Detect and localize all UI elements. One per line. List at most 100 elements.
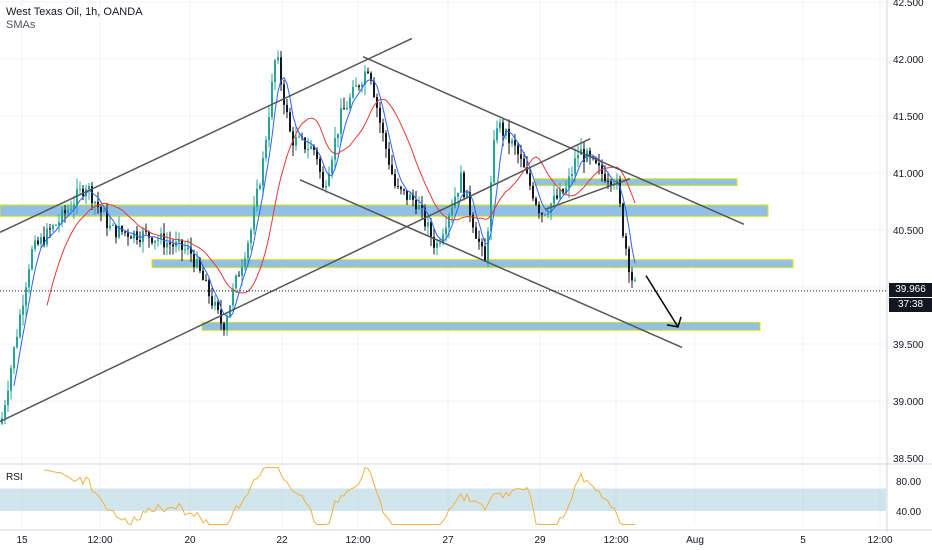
candle-body [40,237,42,245]
candle-body [622,203,624,237]
candle-body [514,140,516,146]
candle-body [457,192,459,197]
candle-body [148,231,150,238]
y-tick-label: 39.000 [893,397,924,408]
candle-body [331,159,333,174]
y-tick-label: 41.500 [893,112,924,123]
rsi-label: RSI [6,472,23,483]
chart-title: West Texas Oil, 1h, OANDA [6,6,143,18]
candle-body [10,368,12,391]
candle-body [418,205,420,210]
candle-body [133,231,135,239]
candle-body [511,140,513,144]
x-tick-label: Aug [686,535,704,546]
candle-body [157,239,159,241]
rsi-tick-label: 80.00 [896,477,921,488]
candle-body [259,185,261,189]
candle-body [94,201,96,204]
candle-body [523,158,525,168]
candle-body [433,237,435,248]
candle-body [73,204,75,210]
candle-body [199,258,201,271]
candle-body [355,85,357,87]
candle-body [382,122,384,134]
candle-body [25,287,27,306]
candle-body [286,104,288,113]
candle-body [304,137,306,150]
candle-body [364,71,366,85]
price-zone [534,178,738,187]
x-tick-label: 12:00 [345,535,370,546]
bar-countdown-tag: 37:38 [889,298,932,312]
candle-body [604,173,606,181]
candle-body [631,272,633,281]
candle-body [61,209,63,223]
candle-body [109,225,111,229]
candle-body [202,270,204,281]
candle-body [7,390,9,406]
candle-body [97,201,99,207]
candle-body [160,233,162,240]
x-tick-label: 29 [534,535,546,546]
candle-body [409,194,411,200]
candle-body [496,128,498,141]
candle-body [634,279,636,281]
candle-body [307,148,309,150]
candle-body [67,209,69,214]
trendline [362,56,745,225]
rsi-pane [0,463,932,526]
candle-body [427,222,429,227]
candle-body [346,108,348,110]
candle-body [55,225,57,227]
candle-body [319,158,321,172]
y-tick-label: 39.500 [893,340,924,351]
candle-body [226,317,228,331]
candle-body [502,122,504,136]
candle-body [196,258,198,267]
candle-body [598,163,600,166]
candle-body [385,133,387,149]
candle-body [22,305,24,315]
candle-body [490,182,492,232]
candle-body [595,158,597,164]
candle-body [334,137,336,160]
trendline [544,177,631,211]
candle-body [625,236,627,249]
candle-body [16,336,18,348]
candle-body [370,73,372,81]
candle-body [529,173,531,186]
candle-body [481,241,483,247]
candle-body [439,242,441,244]
candle-body [223,323,225,331]
candle-body [547,212,549,215]
candle-body [295,137,297,146]
candle-body [169,242,171,245]
candle-body [250,230,252,243]
candle-body [466,192,468,198]
x-tick-label: 27 [442,535,454,546]
candle-body [397,185,399,187]
candle-body [313,146,315,150]
candle-body [37,240,39,245]
candle-body [517,145,519,155]
candle-body [412,194,414,200]
candle-body [235,275,237,289]
candle-body [271,81,273,118]
candle-body [130,236,132,239]
candle-body [316,149,318,159]
support-resistance-zones [0,178,794,331]
candle-body [568,176,570,188]
candle-body [436,242,438,248]
candle-body [487,231,489,262]
candle-body [118,225,120,238]
candle-body [31,248,33,270]
candle-body [52,225,54,230]
sma-fast-line [13,77,636,386]
y-tick-label: 38.500 [893,454,924,465]
candle-body [277,57,279,61]
candle-body [82,188,84,197]
trendlines [0,37,745,423]
candle-body [538,204,540,214]
candle-body [571,174,573,177]
